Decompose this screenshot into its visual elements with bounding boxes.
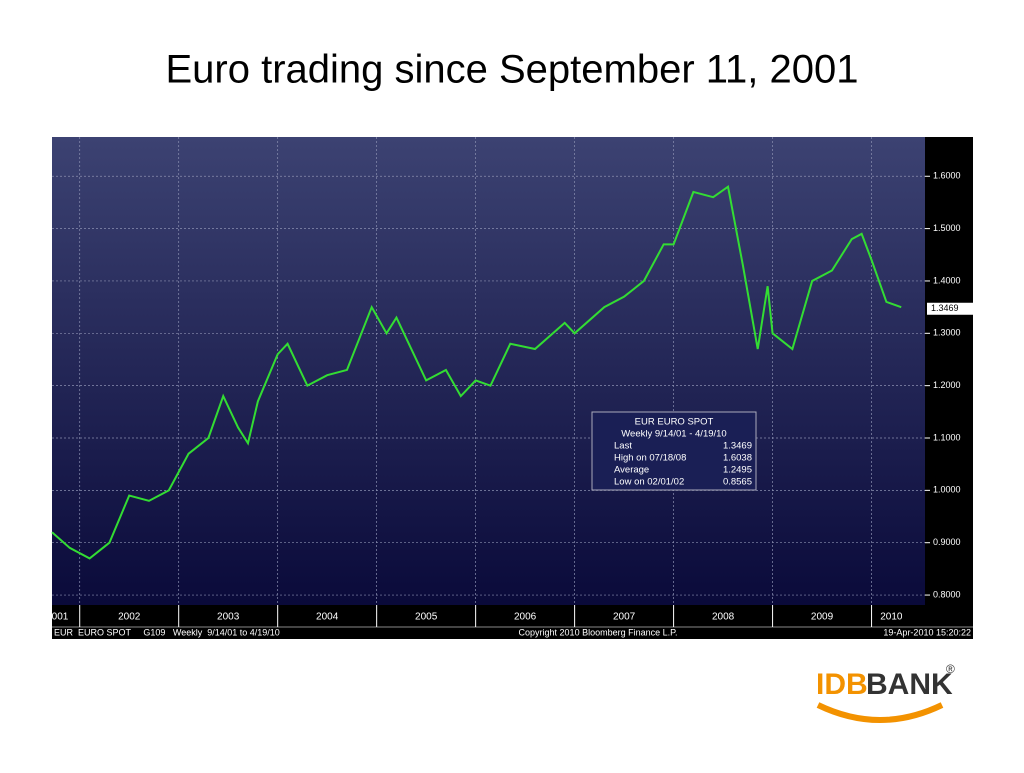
x-tick-label: 2006 xyxy=(514,612,537,623)
logo-bank: BANK xyxy=(866,668,953,701)
legend-subtitle: Weekly 9/14/01 - 4/19/10 xyxy=(621,429,726,440)
x-tick-label: 2008 xyxy=(712,612,735,623)
plot-area xyxy=(52,137,925,605)
footer-right: 19-Apr-2010 15:20:22 xyxy=(883,627,971,637)
x-tick-label: 2007 xyxy=(613,612,636,623)
x-tick-label: 2010 xyxy=(880,612,903,623)
y-tick-label: 1.6000 xyxy=(933,171,961,181)
y-tick-label: 1.0000 xyxy=(933,485,961,495)
legend-value: 1.6038 xyxy=(723,453,752,464)
legend-label: Average xyxy=(614,465,649,476)
y-tick-label: 0.8000 xyxy=(933,589,961,599)
y-tick-label: 1.1000 xyxy=(933,432,961,442)
y-tick-label: 1.5000 xyxy=(933,223,961,233)
logo-swoosh xyxy=(816,702,944,723)
x-tick-label: 001 xyxy=(52,612,69,623)
last-marker-label: 1.3469 xyxy=(931,303,959,313)
legend-title: EUR EURO SPOT xyxy=(635,417,714,428)
slide-title: Euro trading since September 11, 2001 xyxy=(165,48,858,92)
logo-idb: IDB xyxy=(816,668,868,701)
legend-label: Low on 02/01/02 xyxy=(614,477,684,488)
x-tick-label: 2009 xyxy=(811,612,834,623)
footer-left: EUR EURO SPOT G109 Weekly 9/14/01 to 4/1… xyxy=(54,627,280,637)
y-tick-label: 1.4000 xyxy=(933,275,961,285)
legend-label: High on 07/18/08 xyxy=(614,453,686,464)
last-marker xyxy=(927,302,973,315)
x-tick-label: 2002 xyxy=(118,612,141,623)
y-tick-label: 0.9000 xyxy=(933,537,961,547)
legend-value: 1.3469 xyxy=(723,441,752,452)
logo-mark: ® xyxy=(946,662,955,676)
y-tick-label: 1.2000 xyxy=(933,380,961,390)
x-tick-label: 2003 xyxy=(217,612,240,623)
x-tick-label: 2004 xyxy=(316,612,339,623)
x-tick-label: 2005 xyxy=(415,612,438,623)
y-axis-panel xyxy=(925,137,973,605)
logo: IDB BANK ® xyxy=(816,662,955,723)
footer-center: Copyright 2010 Bloomberg Finance L.P. xyxy=(519,627,678,637)
y-tick-label: 1.3000 xyxy=(933,328,961,338)
legend-label: Last xyxy=(614,441,632,452)
legend-box xyxy=(591,411,757,491)
x-axis-panel xyxy=(52,605,973,639)
legend-value: 0.8565 xyxy=(723,477,752,488)
legend-value: 1.2495 xyxy=(723,465,752,476)
price-line xyxy=(51,185,902,560)
